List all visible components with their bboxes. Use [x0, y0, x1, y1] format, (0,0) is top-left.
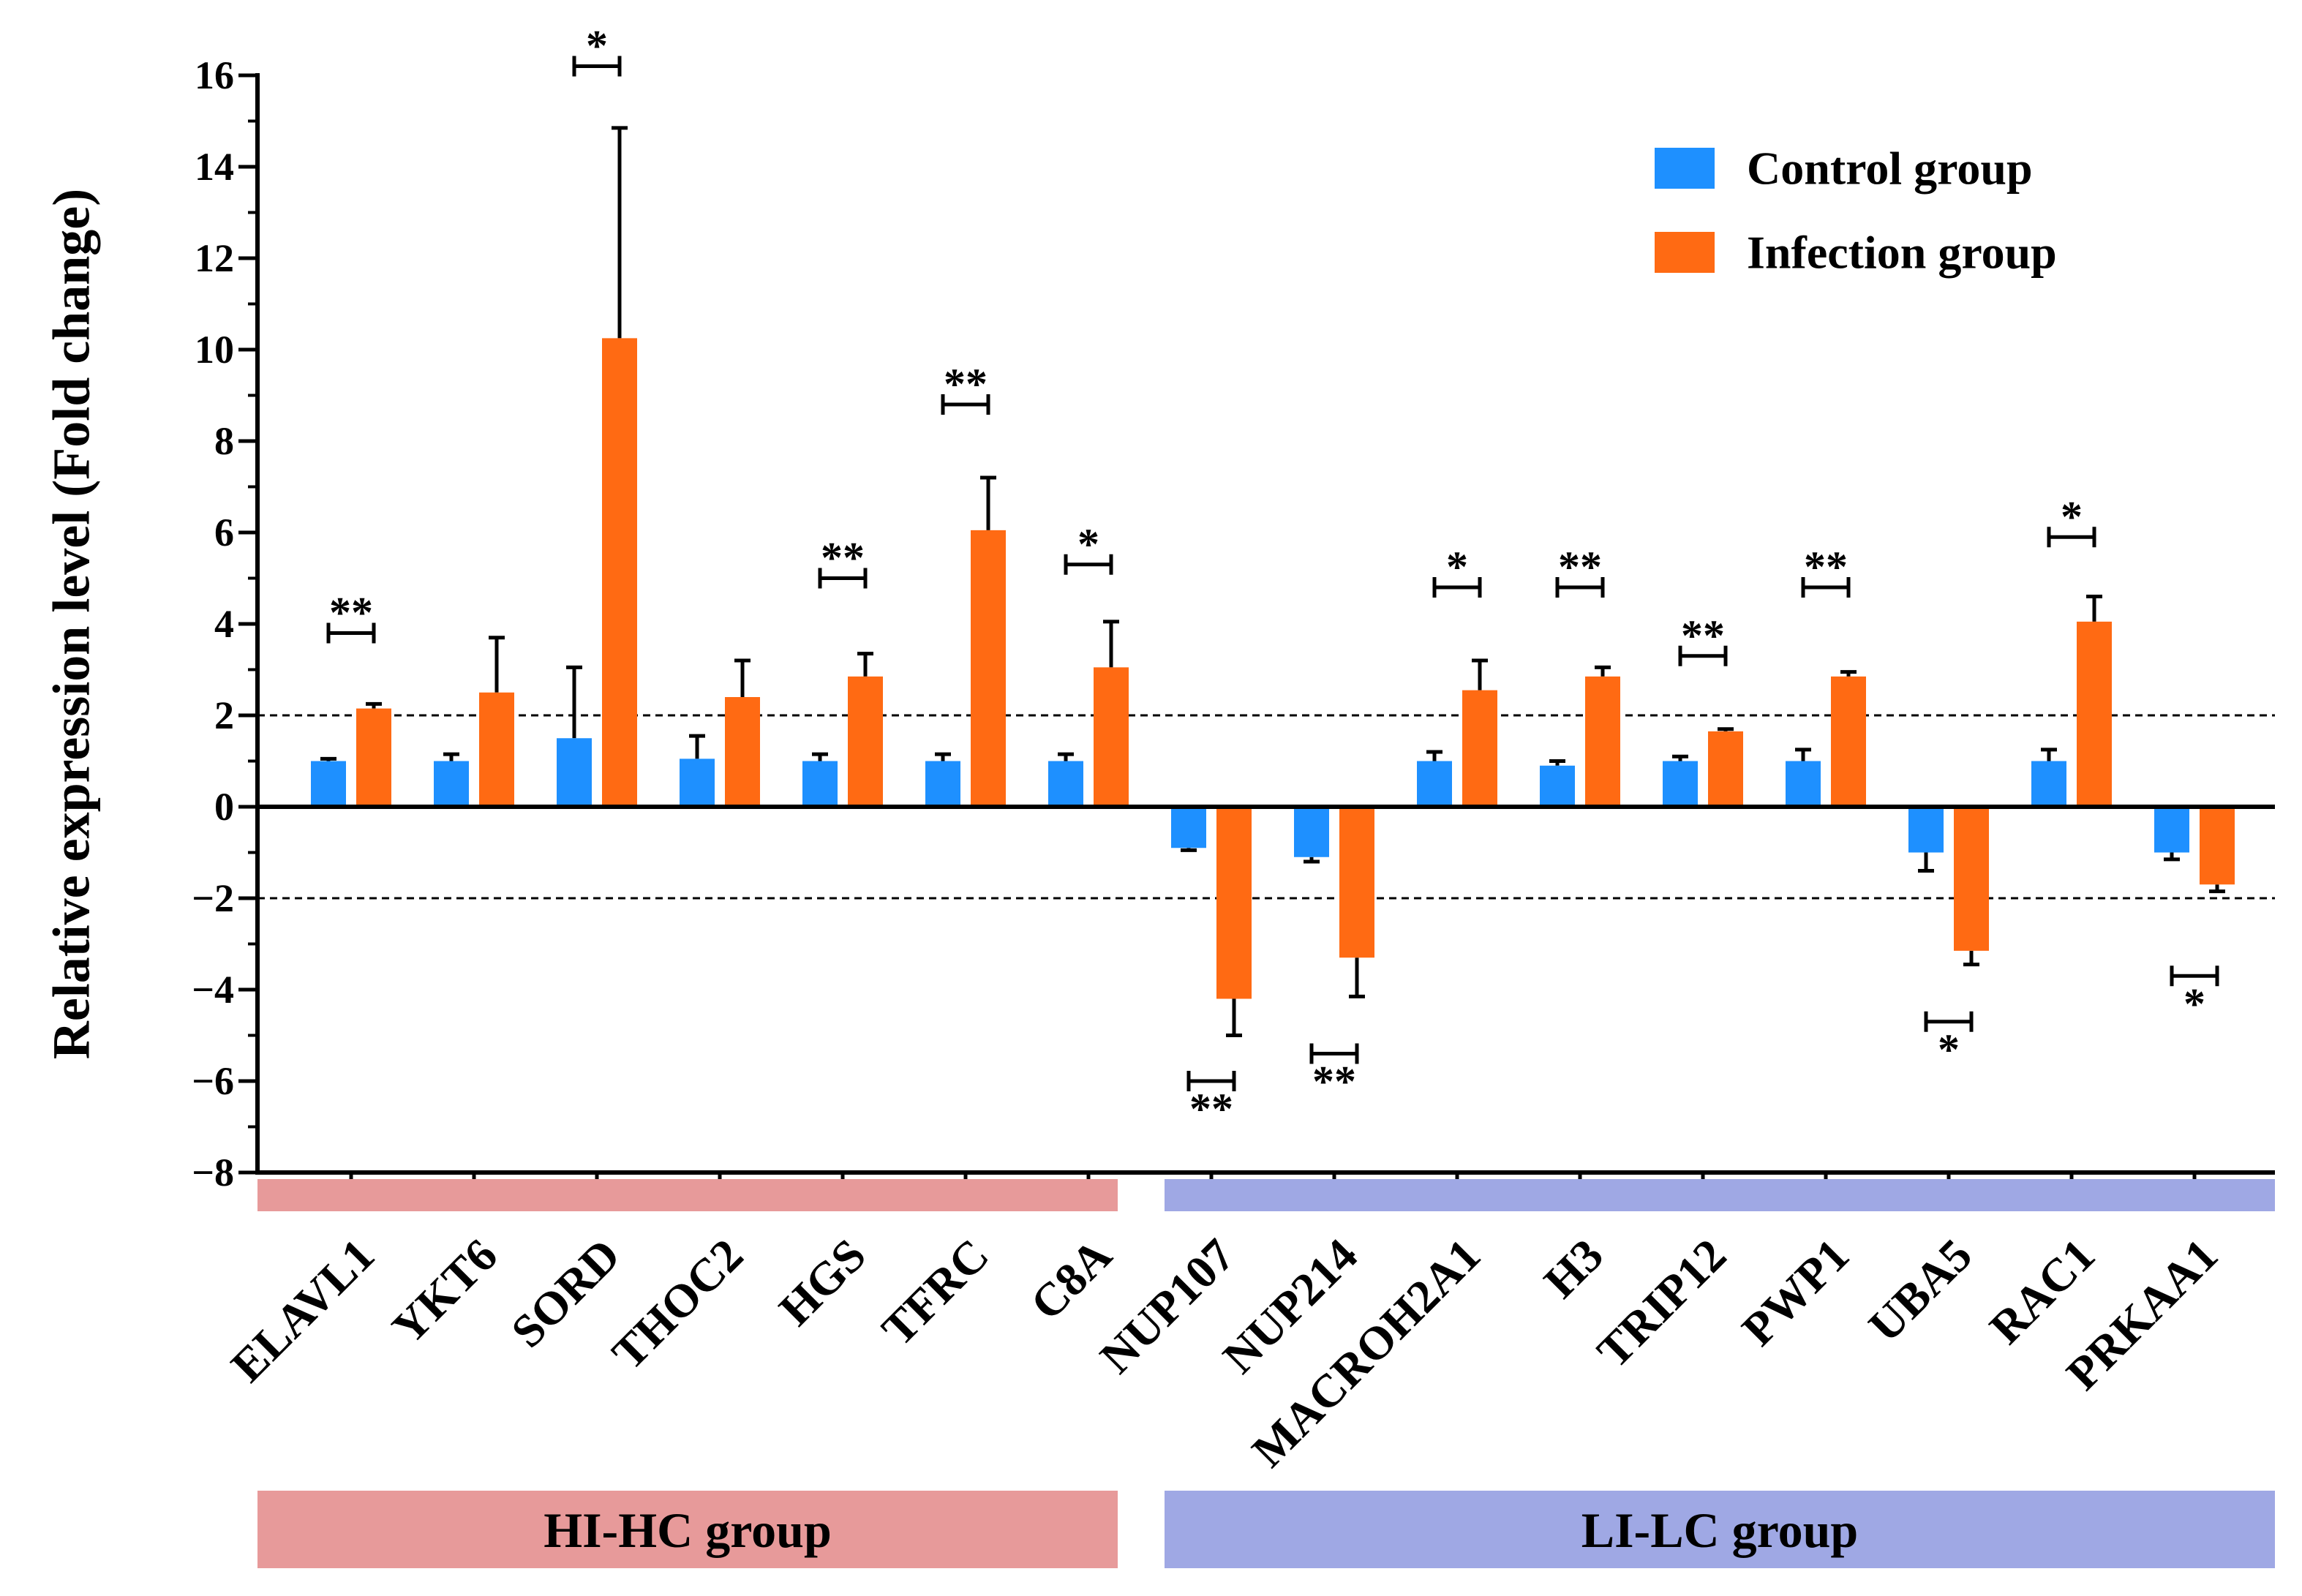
bar-nup214-infection	[1339, 807, 1374, 958]
y-tick-label: 14	[195, 145, 234, 189]
sig-stars: *	[1938, 1025, 1960, 1074]
bar-trip12-infection	[1708, 731, 1743, 807]
sig-stars: **	[944, 360, 988, 408]
y-axis-label-group: Relative expression level (Fold change)	[42, 189, 101, 1060]
bar-nup214-control	[1294, 807, 1329, 857]
x-tick-label: THOC2	[602, 1229, 753, 1379]
legend-swatch-infection	[1655, 232, 1715, 273]
group-bands: HI-HC group LI-LC group	[257, 1179, 2275, 1568]
bar-hgs-infection	[848, 676, 883, 807]
sig-stars: *	[2183, 979, 2205, 1028]
y-ticks: 16 14 12 10 8 6 4 2 0 −2 −4 −6 −8	[192, 53, 257, 1194]
group-band-label-2	[1165, 1491, 2275, 1568]
bar-rac1-infection	[2077, 621, 2112, 807]
x-tick-label: H3	[1534, 1229, 1613, 1308]
sig-stars: **	[329, 589, 373, 637]
y-tick-label: 12	[195, 236, 234, 280]
group-band-label-1	[257, 1491, 1118, 1568]
sig-stars: **	[1558, 543, 1602, 591]
bar-sord-infection	[602, 338, 637, 807]
bar-pwp1-control	[1786, 761, 1821, 807]
bar-uba5-control	[1908, 807, 1944, 853]
bar-tfrc-infection	[971, 530, 1006, 807]
x-tick-label: HGS	[769, 1229, 876, 1336]
bar-thoc2-infection	[725, 697, 760, 807]
threshold-lines	[257, 714, 2275, 900]
sig-stars: **	[1681, 611, 1725, 660]
sig-stars: *	[2061, 492, 2083, 541]
bar-ykt6-infection	[479, 692, 514, 807]
y-tick-label: 6	[214, 511, 234, 554]
group-label: HI-HC group	[543, 1502, 832, 1558]
bar-trip12-control	[1663, 761, 1698, 807]
x-tick-label: UBA5	[1859, 1229, 1982, 1352]
x-tick-label: YKT6	[382, 1229, 507, 1354]
y-tick-label: 16	[195, 53, 234, 97]
bar-pwp1-infection	[1831, 676, 1866, 807]
bar-nup107-infection	[1216, 807, 1252, 999]
sig-stars: **	[821, 534, 865, 582]
y-tick-label: 2	[214, 693, 234, 737]
bar-c8a-infection	[1094, 667, 1129, 807]
bar-ykt6-control	[434, 761, 469, 807]
bar-h3-infection	[1585, 676, 1620, 807]
bar-hgs-control	[802, 761, 838, 807]
sig-stars: **	[1312, 1058, 1356, 1106]
y-tick-label: −6	[192, 1059, 234, 1103]
y-axis-title: Relative expression level (Fold change)	[42, 189, 101, 1060]
bar-c8a-control	[1048, 761, 1083, 807]
y-tick-label: −8	[192, 1151, 234, 1194]
significance-markers: ************* *********	[326, 22, 2219, 1133]
y-tick-label: 10	[195, 328, 234, 372]
sig-stars: **	[1189, 1085, 1233, 1133]
legend-swatch-control	[1655, 148, 1715, 189]
sig-stars: *	[586, 22, 608, 70]
bar-sord-control	[557, 738, 592, 807]
x-tick-label: ELAVL1	[221, 1229, 384, 1392]
group-band-axis-2	[1165, 1179, 2275, 1211]
group-band-axis-1	[257, 1179, 1118, 1211]
legend: Control group Infection group	[1655, 143, 2057, 279]
bar-nup107-control	[1171, 807, 1206, 848]
y-tick-label: −4	[192, 968, 234, 1012]
bar-elavl1-control	[311, 761, 346, 807]
bar-macroh2a1-control	[1417, 761, 1452, 807]
bar-uba5-infection	[1954, 807, 1989, 951]
bar-elavl1-infection	[356, 708, 391, 807]
x-tick-label: NUP107	[1090, 1229, 1244, 1383]
bar-prkaa1-control	[2154, 807, 2189, 853]
sig-stars: *	[1077, 520, 1099, 568]
x-tick-label: TRIP12	[1587, 1229, 1737, 1378]
legend-label: Control group	[1747, 143, 2033, 195]
x-tick-label: PWP1	[1732, 1229, 1859, 1355]
y-tick-label: −2	[192, 876, 234, 920]
bar-prkaa1-infection	[2200, 807, 2235, 885]
y-tick-label: 4	[214, 602, 234, 646]
x-tick-label: TFRC	[872, 1229, 998, 1355]
bars	[311, 126, 2235, 1037]
bar-thoc2-control	[680, 759, 715, 807]
bar-tfrc-control	[925, 761, 960, 807]
y-tick-label: 0	[214, 785, 234, 829]
sig-stars: **	[1804, 543, 1848, 591]
x-tick-label: C8A	[1020, 1229, 1121, 1330]
group-label: LI-LC group	[1581, 1502, 1859, 1558]
bar-h3-control	[1540, 765, 1575, 807]
sig-stars: *	[1446, 543, 1468, 591]
bar-macroh2a1-infection	[1462, 690, 1497, 807]
legend-label: Infection group	[1747, 227, 2057, 279]
bar-rac1-control	[2031, 761, 2066, 807]
y-tick-label: 8	[214, 419, 234, 463]
